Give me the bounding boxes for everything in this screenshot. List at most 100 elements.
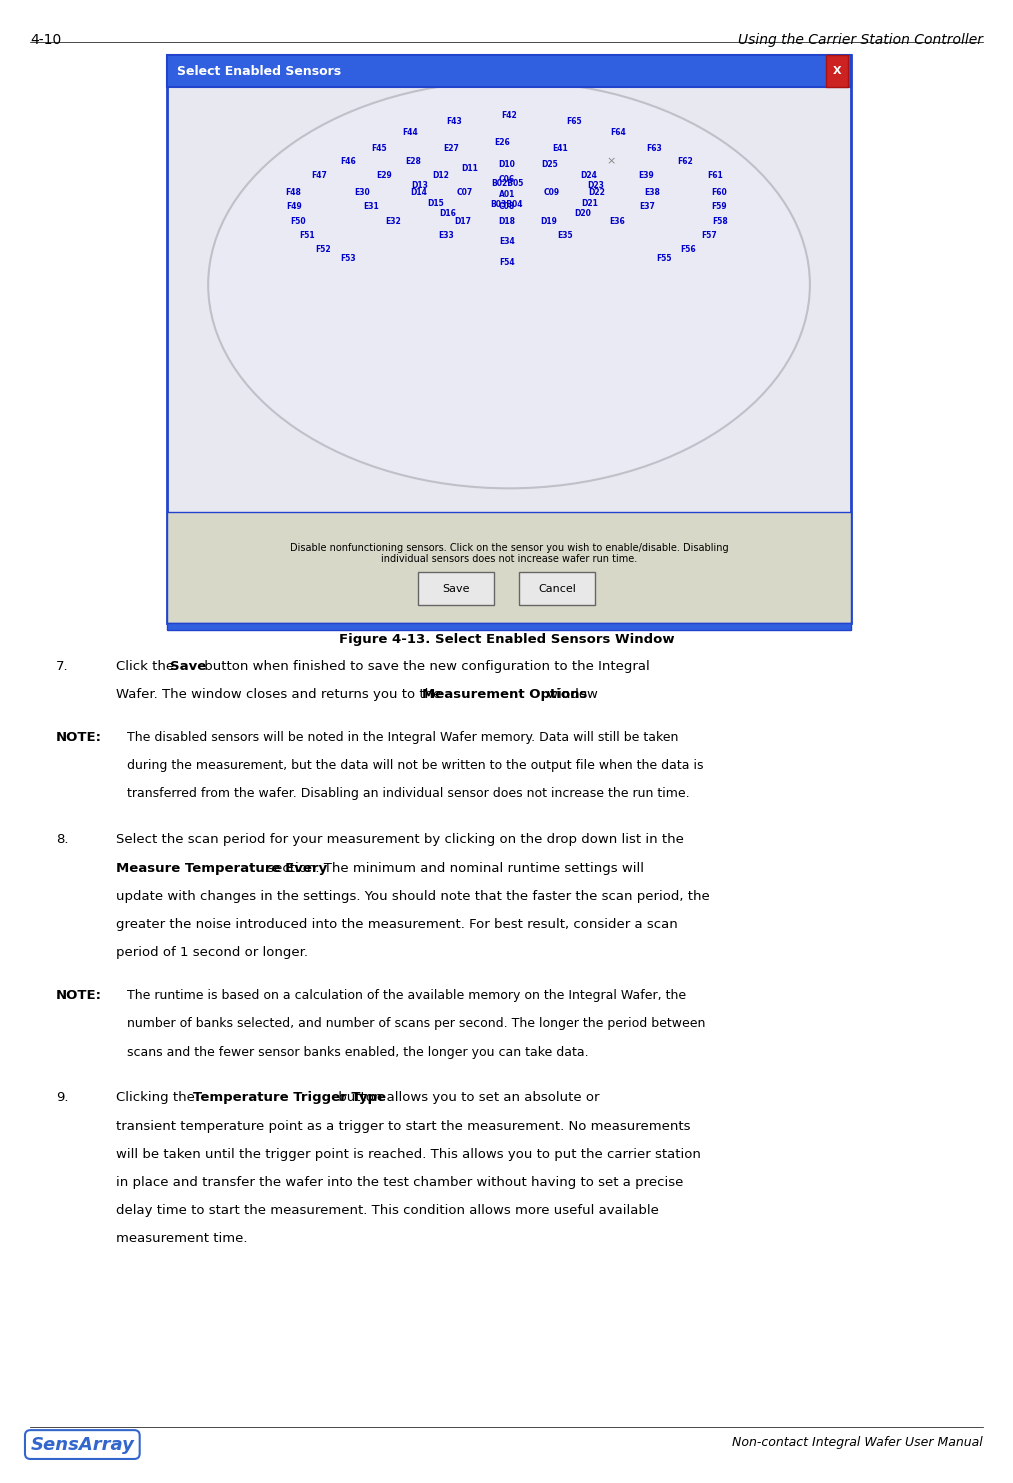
Text: D25: D25 bbox=[542, 160, 558, 169]
Text: D17: D17 bbox=[454, 218, 471, 227]
Text: during the measurement, but the data will not be written to the output file when: during the measurement, but the data wil… bbox=[127, 759, 703, 773]
Text: Measurement Options: Measurement Options bbox=[422, 688, 588, 701]
Text: Figure 4-13. Select Enabled Sensors Window: Figure 4-13. Select Enabled Sensors Wind… bbox=[338, 633, 675, 647]
FancyBboxPatch shape bbox=[167, 623, 851, 630]
Text: NOTE:: NOTE: bbox=[56, 989, 101, 1003]
Text: The disabled sensors will be noted in the Integral Wafer memory. Data will still: The disabled sensors will be noted in th… bbox=[127, 731, 678, 744]
Text: C09: C09 bbox=[543, 188, 559, 197]
Text: E29: E29 bbox=[376, 171, 392, 179]
Text: 8.: 8. bbox=[56, 833, 68, 847]
Text: F49: F49 bbox=[286, 202, 302, 211]
Text: Clicking the: Clicking the bbox=[116, 1091, 200, 1105]
Text: D14: D14 bbox=[410, 188, 427, 197]
Text: update with changes in the settings. You should note that the faster the scan pe: update with changes in the settings. You… bbox=[116, 890, 710, 903]
Text: D19: D19 bbox=[540, 218, 557, 227]
FancyBboxPatch shape bbox=[417, 572, 494, 605]
Text: F50: F50 bbox=[291, 218, 306, 227]
Text: NOTE:: NOTE: bbox=[56, 731, 101, 744]
Text: E38: E38 bbox=[644, 188, 660, 197]
Text: E30: E30 bbox=[355, 188, 370, 197]
Text: Temperature Trigger Type: Temperature Trigger Type bbox=[192, 1091, 386, 1105]
Text: D18: D18 bbox=[498, 218, 516, 227]
Text: E39: E39 bbox=[638, 171, 653, 179]
Text: Save: Save bbox=[442, 584, 470, 593]
Text: Save: Save bbox=[170, 660, 207, 673]
Text: F47: F47 bbox=[311, 171, 327, 179]
FancyBboxPatch shape bbox=[167, 512, 851, 623]
Text: window: window bbox=[543, 688, 598, 701]
Text: Using the Carrier Station Controller: Using the Carrier Station Controller bbox=[737, 33, 983, 46]
Text: F42: F42 bbox=[501, 111, 517, 120]
Text: D15: D15 bbox=[427, 199, 445, 208]
Text: Non-contact Integral Wafer User Manual: Non-contact Integral Wafer User Manual bbox=[731, 1436, 983, 1449]
Text: F48: F48 bbox=[286, 188, 302, 197]
Text: F45: F45 bbox=[372, 144, 387, 153]
Text: F56: F56 bbox=[681, 245, 696, 254]
Text: F54: F54 bbox=[499, 258, 515, 267]
FancyBboxPatch shape bbox=[167, 55, 851, 87]
Text: Select Enabled Sensors: Select Enabled Sensors bbox=[177, 65, 341, 77]
Text: E32: E32 bbox=[385, 218, 401, 227]
Text: B02B05
A01
B03B04: B02B05 A01 B03B04 bbox=[490, 179, 524, 209]
Text: D10: D10 bbox=[498, 160, 516, 169]
Text: E33: E33 bbox=[439, 231, 454, 240]
Text: in place and transfer the wafer into the test chamber without having to set a pr: in place and transfer the wafer into the… bbox=[116, 1176, 684, 1189]
Text: F46: F46 bbox=[340, 157, 357, 166]
Text: D22: D22 bbox=[589, 188, 605, 197]
Text: E41: E41 bbox=[552, 144, 568, 153]
Text: scans and the fewer sensor banks enabled, the longer you can take data.: scans and the fewer sensor banks enabled… bbox=[127, 1046, 589, 1059]
Text: D20: D20 bbox=[574, 209, 592, 218]
Text: F60: F60 bbox=[711, 188, 726, 197]
Text: F44: F44 bbox=[402, 129, 417, 138]
Text: Click the: Click the bbox=[116, 660, 179, 673]
Ellipse shape bbox=[208, 82, 810, 488]
Text: F57: F57 bbox=[701, 231, 716, 240]
Text: E27: E27 bbox=[443, 144, 459, 153]
Text: D13: D13 bbox=[411, 181, 428, 190]
Text: X: X bbox=[833, 67, 841, 76]
Text: F58: F58 bbox=[712, 218, 727, 227]
Text: Select the scan period for your measurement by clicking on the drop down list in: Select the scan period for your measurem… bbox=[116, 833, 685, 847]
Text: E37: E37 bbox=[639, 202, 655, 211]
FancyBboxPatch shape bbox=[826, 55, 848, 87]
Text: transferred from the wafer. Disabling an individual sensor does not increase the: transferred from the wafer. Disabling an… bbox=[127, 787, 689, 801]
FancyBboxPatch shape bbox=[167, 55, 851, 623]
Text: E35: E35 bbox=[557, 231, 573, 240]
Text: E36: E36 bbox=[609, 218, 625, 227]
Text: transient temperature point as a trigger to start the measurement. No measuremen: transient temperature point as a trigger… bbox=[116, 1120, 691, 1133]
Text: 9.: 9. bbox=[56, 1091, 68, 1105]
Text: C07: C07 bbox=[457, 188, 473, 197]
Text: button allows you to set an absolute or: button allows you to set an absolute or bbox=[334, 1091, 600, 1105]
Text: E26: E26 bbox=[494, 138, 511, 147]
Text: E28: E28 bbox=[405, 157, 421, 166]
Text: F62: F62 bbox=[678, 157, 693, 166]
Text: SensArray: SensArray bbox=[30, 1436, 135, 1453]
Text: F64: F64 bbox=[611, 129, 626, 138]
Text: C06: C06 bbox=[499, 175, 515, 184]
Text: F65: F65 bbox=[566, 117, 581, 126]
Text: 4-10: 4-10 bbox=[30, 33, 62, 46]
Text: greater the noise introduced into the measurement. For best result, consider a s: greater the noise introduced into the me… bbox=[116, 918, 679, 931]
Text: number of banks selected, and number of scans per second. The longer the period : number of banks selected, and number of … bbox=[127, 1017, 705, 1031]
Text: D21: D21 bbox=[581, 199, 598, 208]
Text: button when finished to save the new configuration to the Integral: button when finished to save the new con… bbox=[200, 660, 649, 673]
Text: The runtime is based on a calculation of the available memory on the Integral Wa: The runtime is based on a calculation of… bbox=[127, 989, 686, 1003]
Text: E34: E34 bbox=[499, 236, 515, 246]
Text: F51: F51 bbox=[300, 231, 315, 240]
FancyBboxPatch shape bbox=[519, 572, 595, 605]
Text: Cancel: Cancel bbox=[538, 584, 576, 593]
Text: 7.: 7. bbox=[56, 660, 68, 673]
Text: Measure Temperature Every: Measure Temperature Every bbox=[116, 862, 327, 875]
Text: F59: F59 bbox=[711, 202, 726, 211]
Text: ×: × bbox=[607, 157, 616, 166]
Text: measurement time.: measurement time. bbox=[116, 1232, 248, 1246]
Text: E31: E31 bbox=[363, 202, 379, 211]
Text: D12: D12 bbox=[433, 171, 449, 179]
Text: D11: D11 bbox=[462, 165, 478, 174]
Text: Wafer. The window closes and returns you to the: Wafer. The window closes and returns you… bbox=[116, 688, 446, 701]
Text: F43: F43 bbox=[447, 117, 462, 126]
Text: C08: C08 bbox=[498, 202, 515, 211]
Text: F61: F61 bbox=[708, 171, 723, 179]
Text: D23: D23 bbox=[588, 181, 605, 190]
Text: delay time to start the measurement. This condition allows more useful available: delay time to start the measurement. Thi… bbox=[116, 1204, 659, 1218]
